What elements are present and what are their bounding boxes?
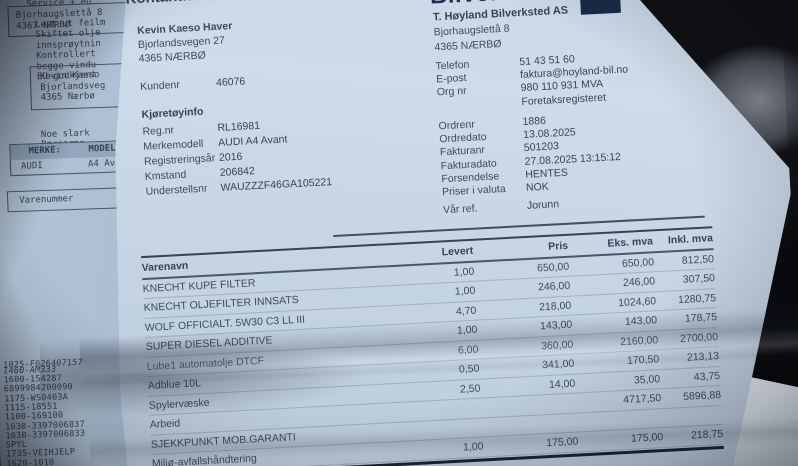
vehicle-value: 2016 — [218, 150, 243, 164]
item-inkl-mva: 307,50 — [682, 272, 716, 287]
item-eks-mva: 35,00 — [633, 372, 661, 387]
item-pris — [481, 403, 576, 408]
fold-shadow — [40, 336, 370, 416]
customer-number-row: Kundenr 46076 — [140, 75, 246, 92]
item-inkl-mva: 5896,88 — [682, 389, 722, 404]
supplier-address-block: T. Høyland Bilverksted AS Bjorhaugslettå… — [433, 3, 570, 55]
item-levert: 4,70 — [455, 304, 477, 318]
item-pris: 246,00 — [537, 279, 571, 294]
our-ref-label: Vår ref. — [442, 202, 478, 217]
workshop-logo-mark — [580, 0, 621, 15]
our-ref-value: Jorunn — [526, 198, 560, 212]
vehicle-info-rows: Reg.nr RL16981 Merkemodell AUDI A4 Avant… — [142, 115, 332, 199]
col-header-levert: Levert — [441, 244, 474, 259]
order-value: NOK — [525, 180, 550, 194]
item-levert: 2,50 — [459, 382, 481, 396]
item-pris: 650,00 — [536, 260, 570, 275]
merke-value: AUDI — [20, 160, 43, 172]
item-levert: 1,00 — [453, 265, 475, 279]
sender-address-box: Bjorhaugslettå 8 4367 NÆRBØ — [7, 1, 135, 38]
item-pris: 218,00 — [538, 299, 572, 314]
kundenr-value: 46076 — [215, 75, 246, 89]
item-inkl-mva: 812,50 — [681, 252, 715, 267]
col-header-pris: Pris — [547, 239, 569, 253]
col-header-inkl-mva: Inkl. mva — [667, 232, 714, 247]
kundenr-label: Kundenr — [139, 78, 181, 93]
item-levert — [422, 408, 482, 411]
vehicle-info-block: Kjøretøyinfo Reg.nr RL16981 Merkemodell … — [141, 98, 332, 199]
item-levert: 1,00 — [454, 284, 476, 299]
our-ref-row: Vår ref. Jorunn — [443, 198, 560, 216]
order-value: 1886 — [522, 114, 547, 128]
item-inkl-mva — [662, 415, 722, 418]
supplier-contact-rows: Telefon 51 43 51 60 E-post faktura@hoyla… — [435, 50, 630, 113]
vehicle-label: Understellsnr — [145, 182, 208, 198]
item-inkl-mva: 43,75 — [693, 369, 721, 384]
item-eks-mva: 1024,60 — [617, 295, 657, 309]
customer-address-block: Kevin Kaeso Haver Bjorlandsvegen 27 4365… — [137, 19, 234, 66]
part-number: 1620-1010 — [6, 457, 55, 466]
item-pris: 14,00 — [548, 377, 576, 391]
invoice-doc-title: Kontantfaktura — [125, 0, 232, 8]
merke-label: MERKE: — [28, 145, 62, 157]
order-info-rows: Ordrenr 1886 Ordredato 13.08.2025 Faktur… — [438, 111, 622, 200]
order-value: HENTES — [524, 166, 569, 181]
item-eks-mva: 4717,50 — [622, 392, 662, 407]
col-header-eks-mva: Eks. mva — [607, 235, 654, 250]
item-inkl-mva: 1280,75 — [677, 291, 717, 306]
item-eks-mva: 246,00 — [622, 275, 656, 290]
item-eks-mva: 650,00 — [621, 256, 655, 270]
